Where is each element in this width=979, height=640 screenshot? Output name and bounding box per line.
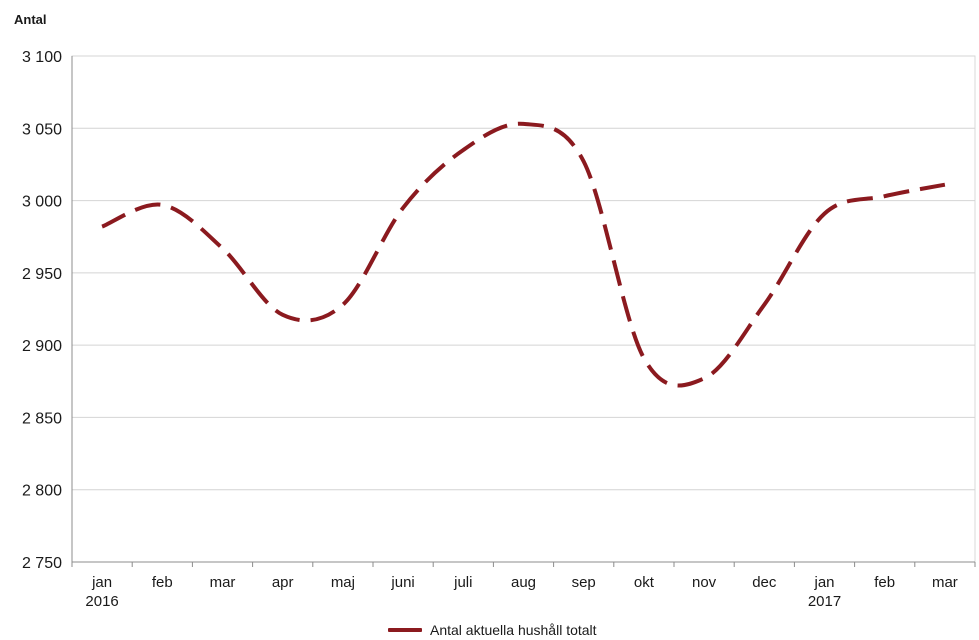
y-tick-label: 3 000	[22, 194, 62, 211]
y-tick-label: 3 050	[22, 121, 62, 138]
y-tick-label: 3 100	[22, 49, 62, 66]
y-axis-title: Antal	[14, 12, 47, 27]
x-tick-label: nov	[692, 574, 717, 591]
y-tick-label: 2 800	[22, 483, 62, 500]
legend-swatch	[388, 628, 422, 632]
series-line	[101, 121, 946, 388]
y-tick-label: 2 900	[22, 338, 62, 355]
x-tick-label: mar	[210, 574, 236, 591]
x-tick-label: sep	[572, 574, 596, 591]
x-tick-label: aug	[511, 574, 536, 591]
x-tick-label: mar	[932, 574, 958, 591]
x-year-label: 2016	[85, 593, 118, 610]
x-tick-label: feb	[152, 574, 173, 591]
y-tick-label: 2 950	[22, 266, 62, 283]
x-tick-label: apr	[272, 574, 294, 591]
legend-label: Antal aktuella hushåll totalt	[430, 622, 597, 638]
x-tick-label: juli	[453, 574, 472, 591]
x-tick-label: juni	[390, 574, 414, 591]
x-tick-label: maj	[331, 574, 355, 591]
legend: Antal aktuella hushåll totalt	[388, 622, 597, 638]
x-year-label: 2017	[808, 593, 841, 610]
x-tick-label: okt	[634, 574, 655, 591]
plot-area	[71, 55, 976, 563]
x-tick-label: feb	[874, 574, 895, 591]
x-tick-label: dec	[752, 574, 777, 591]
y-tick-label: 2 850	[22, 410, 62, 427]
x-tick-label: jan	[91, 574, 112, 591]
y-tick-label: 2 750	[22, 555, 62, 572]
x-tick-label: jan	[813, 574, 834, 591]
